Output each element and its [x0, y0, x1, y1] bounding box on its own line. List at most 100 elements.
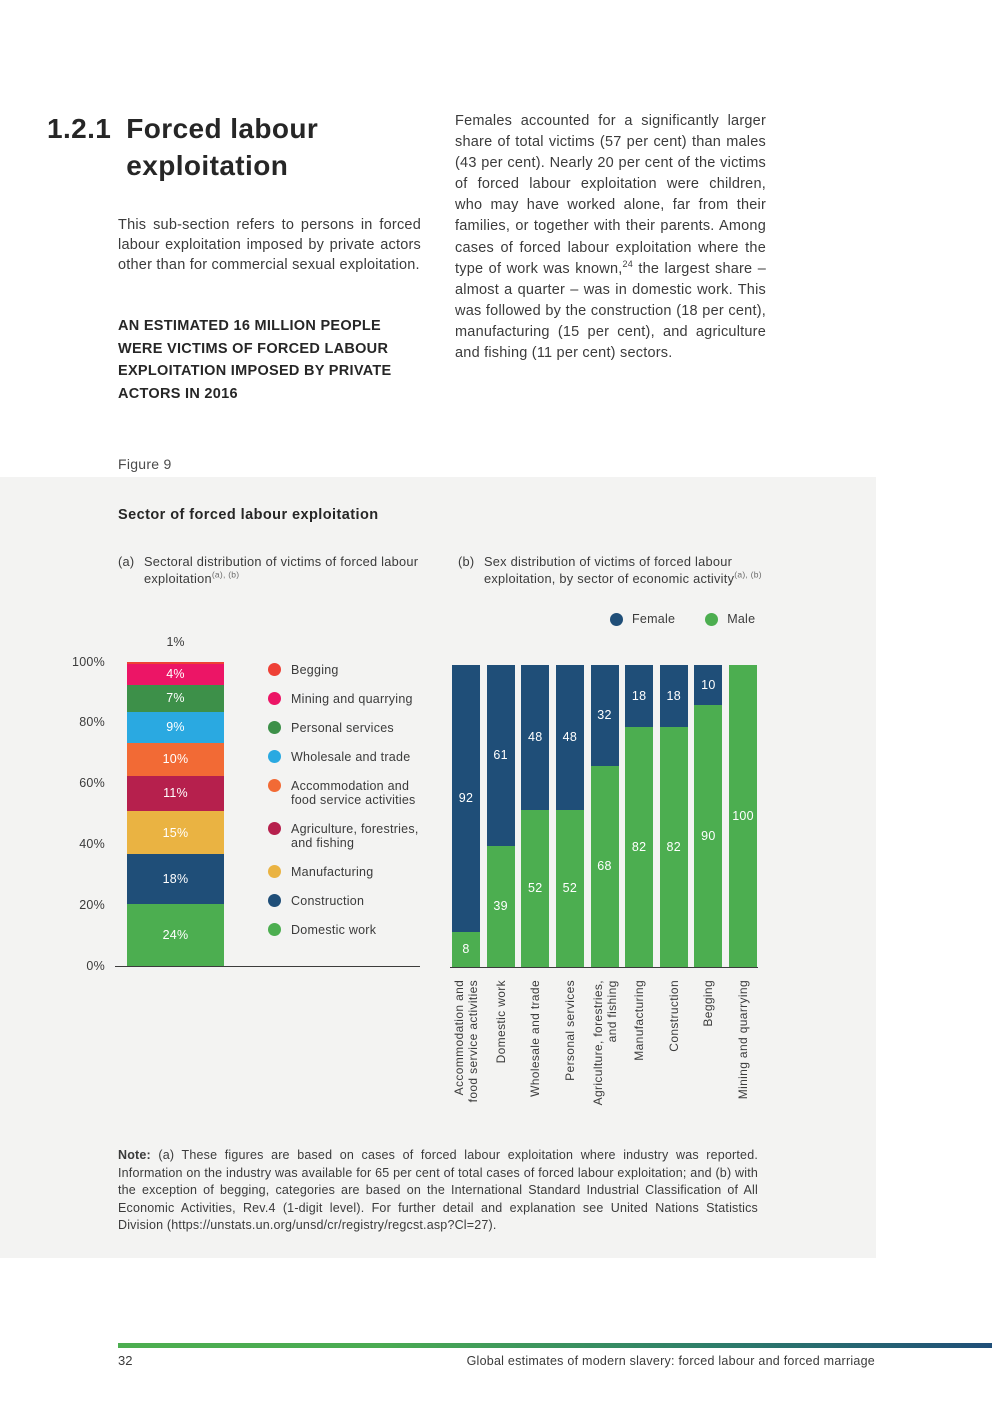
chart-b-category-labels: Accommodation and food service activitie… — [452, 980, 757, 1122]
chart-b-value-label: 18 — [666, 688, 681, 703]
legend-item-male: Male — [705, 612, 755, 626]
chart-a-value-label: 4% — [166, 667, 185, 682]
legend-swatch-icon — [268, 721, 281, 734]
legend-item-personal: Personal services — [268, 721, 429, 735]
body-text-part2: the largest share – almost a quarter – w… — [455, 260, 766, 362]
chart-b-value-label: 52 — [562, 881, 578, 896]
chart-b-category-6: Manufacturing — [625, 980, 653, 1122]
chart-b-value-label: 39 — [493, 899, 508, 914]
chart-b-segment-male: 90 — [694, 705, 723, 967]
chart-b-category-7: Construction — [660, 980, 688, 1122]
y-tick-80: 80% — [79, 715, 105, 730]
legend-label: Agriculture, forestries, and fishing — [291, 822, 419, 850]
legend-label: Mining and quarrying — [291, 692, 413, 706]
legend-swatch-icon — [268, 894, 281, 907]
chart-b-bar-5: 32 68 — [590, 665, 619, 967]
chart-b-segment-male: 52 — [521, 810, 550, 967]
chart-a-value-label: 10% — [162, 752, 189, 767]
chart-a-segment-begging — [127, 662, 224, 665]
panel-b-caption-superscript: (a), (b) — [734, 569, 762, 580]
legend-item-construction: Construction — [268, 894, 429, 908]
panel-a-caption-superscript: (a), (b) — [211, 569, 240, 580]
legend-swatch-icon — [610, 612, 623, 626]
chart-a-segment-domestic: 24% — [127, 904, 224, 967]
panel-a-prefix: (a) — [118, 554, 135, 569]
chart-b-segment-female: 48 — [521, 665, 550, 811]
chart-a-value-label: 9% — [166, 720, 185, 734]
chart-b-segment-male: 68 — [590, 766, 619, 967]
chart-b-value-label: 92 — [458, 791, 474, 806]
chart-b-segment-male: 52 — [555, 810, 584, 967]
footnote-reference: 24 — [622, 258, 633, 269]
legend-label: Female — [632, 612, 676, 626]
chart-b-bar-9: 100 — [729, 665, 757, 967]
panel-a-caption-text: Sectoral distribution of victims of forc… — [144, 553, 438, 587]
y-tick-0: 0% — [86, 958, 105, 973]
chart-b-value-label: 8 — [462, 942, 470, 957]
legend-item-manufacturing: Manufacturing — [268, 865, 429, 879]
chart-b-bar-3: 48 52 — [521, 665, 550, 967]
legend-label: Wholesale and trade — [291, 750, 411, 764]
body-text-part1: Females accounted for a significantly la… — [455, 113, 766, 277]
chart-b-value-label: 48 — [528, 730, 543, 745]
chart-b-segment-female: 10 — [694, 665, 723, 706]
chart-b-segment-female: 48 — [555, 665, 584, 811]
chart-b-category-label: Begging — [701, 980, 716, 1027]
legend-swatch-icon — [268, 750, 281, 763]
chart-b-category-8: Begging — [694, 980, 722, 1122]
y-tick-40: 40% — [79, 836, 105, 851]
chart-b-segment-male: 82 — [659, 727, 688, 967]
chart-b-category-2: Domestic work — [487, 980, 515, 1122]
chart-a-value-label: 11% — [163, 786, 188, 801]
y-tick-60: 60% — [79, 776, 105, 791]
chart-b-value-label: 61 — [493, 748, 508, 763]
chart-a-segment-wholesale: 9% — [127, 711, 224, 743]
legend-label: Accommodation and food service activitie… — [291, 779, 416, 807]
chart-b-segment-male: 82 — [625, 727, 654, 967]
legend-label: Construction — [291, 894, 365, 908]
chart-a-value-label: 7% — [166, 691, 185, 706]
chart-b-value-label: 90 — [701, 828, 716, 843]
chart-a-segment-mining: 4% — [127, 664, 224, 685]
note-text: (a) These figures are based on cases of … — [118, 1148, 758, 1232]
chart-b-bars: 92 8 61 39 48 52 48 52 32 68 18 82 18 82 10 90 100 — [452, 665, 757, 967]
chart-a-y-axis: 100% 80% 60% 40% 20% 0% — [55, 655, 105, 975]
chart-b-category-9: Mining and quarrying — [729, 980, 757, 1122]
chart-a-x-axis — [115, 966, 420, 967]
chart-a-segment-manufacturing: 15% — [127, 811, 224, 855]
panel-b-prefix: (b) — [458, 554, 475, 569]
y-tick-100: 100% — [72, 654, 105, 669]
panel-b-caption: (b) Sex distribution of victims of force… — [458, 553, 770, 587]
chart-b-legend: Female Male — [610, 612, 755, 626]
chart-b-bar-7: 18 82 — [659, 665, 688, 967]
chart-b-category-4: Personal services — [556, 980, 584, 1122]
y-tick-20: 20% — [79, 897, 105, 912]
chart-b-bar-6: 18 82 — [625, 665, 654, 967]
chart-b-category-label: Construction — [666, 980, 681, 1052]
note-label: Note: — [118, 1148, 151, 1162]
body-paragraph: Females accounted for a significantly la… — [455, 111, 766, 364]
chart-a-segment-agriculture: 11% — [127, 775, 224, 812]
chart-b-category-1: Accommodation and food service activitie… — [452, 980, 480, 1122]
legend-swatch-icon — [268, 923, 281, 936]
chart-a-legend: Begging Mining and quarrying Personal serv… — [268, 663, 429, 937]
chart-b-value-label: 48 — [562, 730, 578, 745]
legend-label: Male — [727, 612, 756, 626]
chart-b-bar-8: 10 90 — [694, 665, 723, 967]
chart-a-value-label: 24% — [162, 927, 189, 942]
legend-swatch-icon — [268, 822, 281, 835]
chart-b-segment-female: 18 — [625, 665, 654, 728]
chart-a-stacked-bar: 4% 7% 9% 10% 11% 15% 18% 24% — [127, 662, 224, 967]
panel-b-caption-text: Sex distribution of victims of forced la… — [484, 553, 770, 587]
chart-a-segment-accommodation: 10% — [127, 742, 224, 776]
section-heading: 1.2.1 Forced labour exploitation — [47, 110, 351, 184]
panel-a-caption-body: Sectoral distribution of victims of forc… — [144, 554, 419, 586]
chart-a-top-value-label: 1% — [166, 635, 185, 649]
legend-item-accommodation: Accommodation and food service activitie… — [268, 779, 429, 807]
legend-swatch-icon — [268, 865, 281, 878]
chart-a-value-label: 18% — [162, 872, 189, 887]
chart-b-category-label: Mining and quarrying — [736, 980, 750, 1100]
chart-b-value-label: 68 — [597, 859, 612, 874]
chart-b-category-label: Agriculture, forestries, and fishing — [590, 980, 619, 1106]
